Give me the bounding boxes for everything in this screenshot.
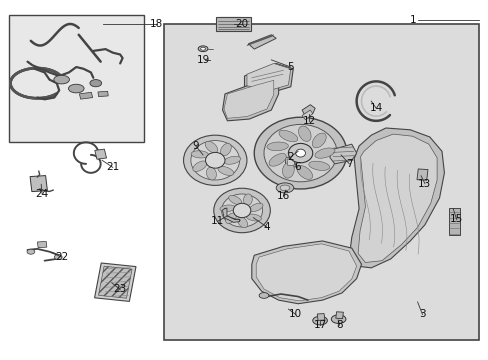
Ellipse shape bbox=[200, 47, 205, 50]
Text: 10: 10 bbox=[288, 310, 302, 319]
Ellipse shape bbox=[220, 143, 231, 156]
Polygon shape bbox=[286, 159, 294, 166]
Ellipse shape bbox=[206, 167, 216, 180]
Ellipse shape bbox=[205, 141, 217, 153]
Ellipse shape bbox=[54, 75, 69, 84]
Ellipse shape bbox=[243, 194, 252, 205]
Ellipse shape bbox=[246, 214, 261, 221]
Ellipse shape bbox=[90, 80, 102, 87]
Ellipse shape bbox=[312, 133, 325, 148]
Text: 17: 17 bbox=[313, 320, 326, 330]
Text: 12: 12 bbox=[302, 116, 315, 126]
Polygon shape bbox=[38, 242, 47, 248]
Ellipse shape bbox=[259, 293, 268, 298]
Polygon shape bbox=[248, 35, 276, 49]
Ellipse shape bbox=[218, 166, 233, 175]
Ellipse shape bbox=[330, 315, 345, 323]
Polygon shape bbox=[357, 134, 436, 262]
Ellipse shape bbox=[198, 46, 207, 51]
Ellipse shape bbox=[312, 316, 327, 325]
Polygon shape bbox=[302, 110, 312, 120]
Polygon shape bbox=[256, 244, 356, 301]
Ellipse shape bbox=[213, 188, 270, 233]
Polygon shape bbox=[251, 241, 361, 304]
Ellipse shape bbox=[314, 148, 334, 158]
Text: 19: 19 bbox=[196, 55, 209, 65]
Ellipse shape bbox=[54, 255, 62, 260]
Ellipse shape bbox=[183, 135, 246, 185]
Polygon shape bbox=[98, 266, 132, 298]
Ellipse shape bbox=[296, 166, 312, 179]
Polygon shape bbox=[348, 128, 444, 268]
Ellipse shape bbox=[233, 203, 250, 218]
Polygon shape bbox=[329, 144, 356, 164]
Polygon shape bbox=[222, 208, 239, 222]
Text: 2: 2 bbox=[287, 152, 294, 162]
Polygon shape bbox=[222, 78, 278, 121]
Ellipse shape bbox=[288, 143, 312, 163]
Ellipse shape bbox=[298, 126, 310, 141]
Text: 21: 21 bbox=[106, 162, 119, 172]
Text: 16: 16 bbox=[276, 191, 289, 201]
Polygon shape bbox=[79, 92, 92, 99]
Ellipse shape bbox=[228, 195, 241, 204]
Polygon shape bbox=[30, 176, 47, 192]
Polygon shape bbox=[224, 80, 273, 118]
Polygon shape bbox=[216, 17, 251, 31]
Text: 7: 7 bbox=[346, 159, 352, 169]
Ellipse shape bbox=[249, 203, 263, 212]
Polygon shape bbox=[335, 312, 343, 319]
Ellipse shape bbox=[205, 152, 224, 168]
Ellipse shape bbox=[254, 117, 346, 189]
Ellipse shape bbox=[220, 205, 235, 212]
Text: 23: 23 bbox=[113, 284, 126, 294]
Text: 14: 14 bbox=[369, 103, 382, 113]
Text: 22: 22 bbox=[55, 252, 68, 262]
Polygon shape bbox=[94, 263, 136, 301]
Ellipse shape bbox=[192, 161, 206, 171]
Ellipse shape bbox=[282, 162, 294, 178]
Polygon shape bbox=[246, 35, 273, 45]
Text: 9: 9 bbox=[192, 141, 199, 151]
Text: 8: 8 bbox=[336, 320, 342, 330]
Ellipse shape bbox=[295, 149, 305, 157]
Ellipse shape bbox=[191, 151, 208, 158]
FancyBboxPatch shape bbox=[163, 24, 478, 339]
Text: 18: 18 bbox=[150, 19, 163, 29]
Ellipse shape bbox=[68, 84, 84, 93]
Polygon shape bbox=[416, 169, 427, 180]
Ellipse shape bbox=[308, 161, 329, 170]
Polygon shape bbox=[244, 63, 293, 94]
Text: 3: 3 bbox=[418, 310, 425, 319]
Ellipse shape bbox=[268, 153, 285, 166]
Ellipse shape bbox=[225, 213, 236, 224]
Text: 1: 1 bbox=[408, 15, 415, 26]
Ellipse shape bbox=[280, 185, 289, 191]
Polygon shape bbox=[95, 149, 106, 159]
Text: 13: 13 bbox=[417, 179, 430, 189]
Ellipse shape bbox=[266, 142, 288, 151]
Polygon shape bbox=[246, 63, 290, 91]
Polygon shape bbox=[448, 208, 459, 235]
Ellipse shape bbox=[27, 249, 35, 254]
FancyBboxPatch shape bbox=[9, 15, 143, 142]
Polygon shape bbox=[302, 105, 315, 116]
Ellipse shape bbox=[221, 194, 262, 227]
Polygon shape bbox=[285, 157, 296, 167]
Ellipse shape bbox=[224, 156, 240, 164]
Text: 5: 5 bbox=[287, 62, 294, 72]
Text: 24: 24 bbox=[36, 189, 49, 199]
Text: 20: 20 bbox=[235, 19, 248, 29]
Ellipse shape bbox=[237, 217, 247, 228]
Ellipse shape bbox=[279, 130, 297, 142]
Polygon shape bbox=[98, 91, 108, 96]
Ellipse shape bbox=[264, 125, 336, 182]
Polygon shape bbox=[317, 314, 324, 320]
Text: 6: 6 bbox=[293, 162, 300, 172]
Text: 11: 11 bbox=[211, 216, 224, 226]
Text: 4: 4 bbox=[263, 222, 269, 231]
Ellipse shape bbox=[190, 140, 239, 180]
Ellipse shape bbox=[276, 183, 293, 193]
Text: 15: 15 bbox=[449, 215, 462, 224]
